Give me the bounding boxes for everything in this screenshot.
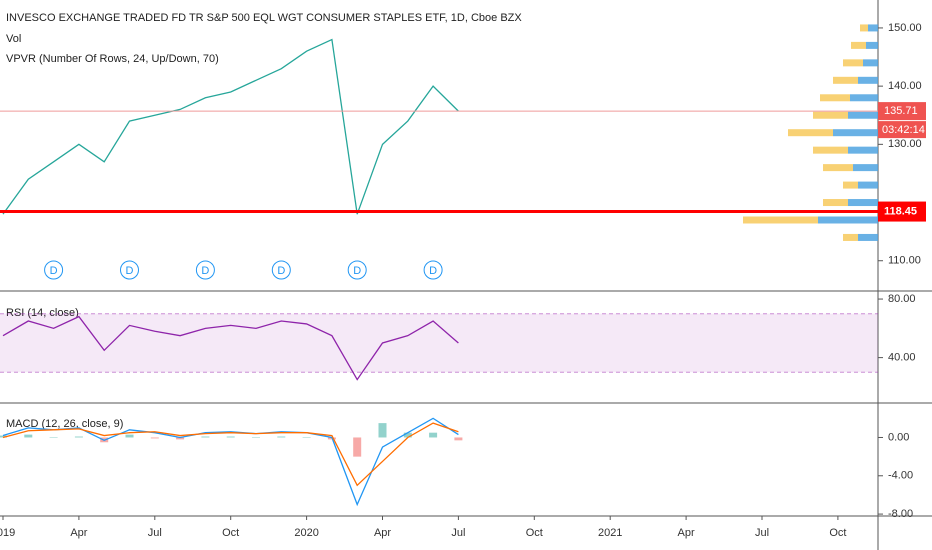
x-tick-label: 2019 (0, 527, 15, 539)
dividend-label: D (201, 265, 209, 277)
histogram-bar (49, 437, 58, 438)
x-tick-label: Oct (829, 527, 846, 539)
dividend-marker (423, 260, 443, 280)
vp-down (820, 94, 850, 102)
level-label-box (878, 201, 926, 222)
histogram-bar (252, 437, 260, 438)
rsi-band (0, 313, 878, 373)
vp-up (868, 24, 878, 32)
y-tick-label: 110.00 (888, 255, 921, 267)
x-tick-label: Oct (222, 527, 239, 539)
dividend-marker (44, 260, 64, 280)
x-tick-label: Oct (526, 527, 543, 539)
pane-title: RSI (14, close) (6, 307, 79, 319)
x-tick-label: 2021 (598, 527, 622, 539)
x-tick-label: Apr (678, 527, 695, 539)
level-label: 118.45 (884, 205, 917, 217)
y-tick-label: 80.00 (888, 293, 916, 305)
price-label-box (878, 102, 926, 121)
vp-up (858, 181, 878, 189)
vp-up (848, 111, 878, 119)
series-line (2, 38, 459, 215)
x-tick-label: Jul (148, 527, 162, 539)
histogram-bar (403, 432, 412, 438)
histogram-bar (125, 434, 134, 438)
histogram-bar (176, 437, 185, 440)
vp-up (848, 146, 878, 154)
vp-down (743, 216, 818, 224)
x-tick-label: Jul (451, 527, 465, 539)
series-line (2, 315, 459, 381)
histogram-bar (150, 437, 159, 439)
chart-title: INVESCO EXCHANGE TRADED FD TR S&P 500 EQ… (6, 12, 522, 24)
dividend-marker (195, 260, 215, 280)
y-tick-label: -8.00 (888, 508, 913, 520)
y-tick-label: 130.00 (888, 138, 922, 150)
vp-up (833, 129, 878, 137)
vp-down (843, 181, 858, 189)
vp-up (858, 233, 878, 241)
vp-up (850, 94, 878, 102)
y-tick-label: 140.00 (888, 80, 922, 92)
vp-down (843, 59, 863, 67)
vp-up (858, 76, 878, 84)
vp-down (823, 199, 848, 207)
y-tick-label: 40.00 (888, 352, 916, 364)
series-line (2, 417, 459, 507)
x-tick-label: Apr (70, 527, 87, 539)
histogram-bar (277, 436, 286, 438)
histogram-bar (353, 437, 362, 457)
y-tick-label: -4.00 (888, 470, 913, 482)
histogram-bar (24, 434, 33, 438)
histogram-bar (429, 432, 438, 438)
histogram-bar (302, 437, 311, 438)
vp-down (813, 111, 848, 119)
dividend-label: D (353, 265, 361, 277)
dividend-marker (120, 260, 139, 280)
vp-up (853, 164, 878, 172)
y-tick-label: 150.00 (888, 22, 922, 34)
y-tick-label: 0.00 (888, 431, 909, 443)
histogram-bar (226, 436, 235, 438)
dividend-label: D (126, 265, 134, 277)
series-line (2, 422, 459, 487)
vp-up (818, 216, 878, 224)
dividend-marker (271, 260, 291, 280)
histogram-bar (454, 437, 463, 441)
dividend-label: D (277, 265, 285, 277)
vp-up (848, 199, 878, 207)
indicator-label: VPVR (Number Of Rows, 24, Up/Down, 70) (6, 53, 219, 65)
histogram-bar (0, 435, 7, 438)
vp-up (863, 59, 878, 67)
vp-down (823, 164, 853, 172)
pane-title: MACD (12, 26, close, 9) (6, 418, 123, 430)
vp-down (851, 41, 866, 49)
vp-down (813, 146, 848, 154)
histogram-bar (201, 436, 210, 438)
vp-down (833, 76, 858, 84)
last-price-label: 135.71 (884, 105, 918, 117)
x-tick-label: Apr (374, 527, 391, 539)
vp-down (860, 24, 868, 32)
histogram-bar (378, 423, 387, 438)
histogram-bar (74, 436, 83, 438)
dividend-label: D (429, 265, 437, 277)
countdown: 03:42:14 (882, 124, 925, 136)
x-tick-label: 2020 (294, 527, 318, 539)
vp-down (788, 129, 833, 137)
vp-up (866, 41, 878, 49)
indicator-label: Vol (6, 33, 21, 45)
countdown-box (878, 121, 926, 139)
dividend-marker (347, 260, 367, 280)
vp-down (843, 233, 858, 241)
x-tick-label: Jul (755, 527, 769, 539)
dividend-label: D (50, 265, 58, 277)
